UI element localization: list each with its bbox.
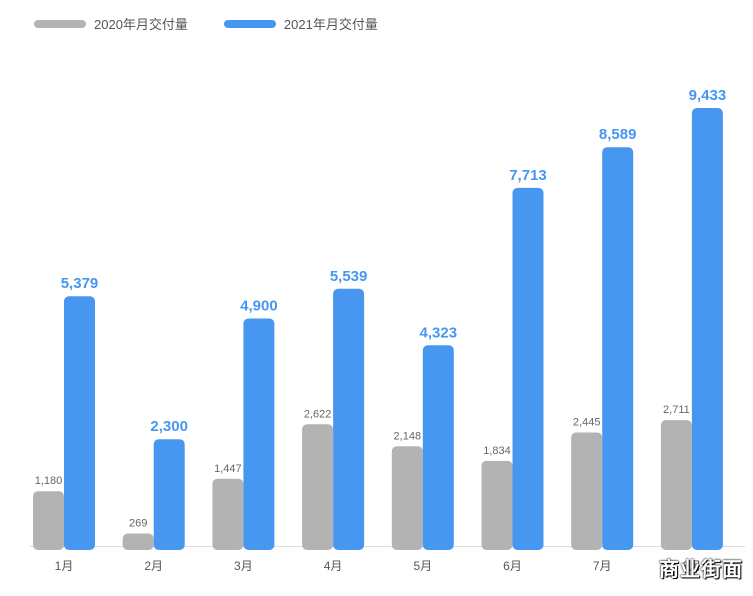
- bar-2020-8: [660, 420, 692, 550]
- value-label-2021-3: 4,900: [240, 297, 278, 314]
- bar-2020-6: [481, 460, 513, 550]
- bar-2020-7: [571, 432, 603, 550]
- legend-label-2021: 2021年月交付量: [283, 17, 378, 32]
- x-tick-label-4: 4月: [324, 559, 343, 573]
- bar-2020-4: [302, 424, 334, 550]
- value-label-2020-1: 1,180: [35, 475, 63, 487]
- watermark-text: 商业街面: [659, 559, 743, 581]
- bar-2020-2: [122, 533, 154, 550]
- value-label-2021-7: 8,589: [599, 126, 637, 143]
- x-tick-label-6: 6月: [503, 559, 522, 573]
- x-tick-label-2: 2月: [144, 559, 163, 573]
- bar-2021-1: [64, 296, 95, 550]
- chart-legend: 2020年月交付量 2021年月交付量: [34, 14, 378, 33]
- value-label-2021-4: 5,539: [330, 268, 368, 285]
- bar-2020-3: [212, 478, 244, 550]
- value-label-2020-3: 1,447: [214, 463, 242, 475]
- legend-item-2021: 2021年月交付量: [223, 14, 378, 33]
- value-label-2020-7: 2,445: [573, 416, 601, 428]
- value-label-2021-6: 7,713: [509, 167, 547, 184]
- bar-2021-8: [691, 108, 723, 550]
- value-label-2021-8: 9,433: [689, 87, 727, 104]
- value-label-2021-5: 4,323: [420, 324, 458, 341]
- bar-2021-7: [602, 147, 634, 551]
- value-label-2020-4: 2,622: [304, 408, 332, 420]
- bar-2021-6: [512, 187, 544, 550]
- legend-swatch-2020: [34, 19, 86, 28]
- bar-2021-2: [153, 439, 185, 550]
- x-tick-label-5: 5月: [413, 559, 432, 573]
- bar-2020-5: [391, 446, 423, 550]
- legend-swatch-2021: [223, 19, 276, 28]
- bar-2020-1: [33, 491, 64, 550]
- value-label-2021-1: 5,379: [61, 275, 99, 292]
- value-label-2020-2: 269: [129, 518, 147, 530]
- value-label-2020-5: 2,148: [394, 430, 422, 442]
- value-label-2021-2: 2,300: [150, 418, 188, 435]
- legend-item-2020: 2020年月交付量: [34, 14, 188, 33]
- value-label-2020-6: 1,834: [483, 445, 511, 457]
- x-tick-label-3: 3月: [234, 559, 253, 573]
- x-tick-label-1: 1月: [55, 559, 74, 573]
- bar-2021-5: [422, 345, 454, 550]
- x-tick-label-7: 7月: [593, 559, 612, 573]
- legend-label-2020: 2020年月交付量: [94, 17, 188, 32]
- value-label-2020-8: 2,711: [663, 404, 690, 416]
- x-tick-label-8: 8月: [683, 559, 702, 573]
- bar-2021-4: [333, 288, 365, 550]
- bar-2021-3: [243, 318, 275, 550]
